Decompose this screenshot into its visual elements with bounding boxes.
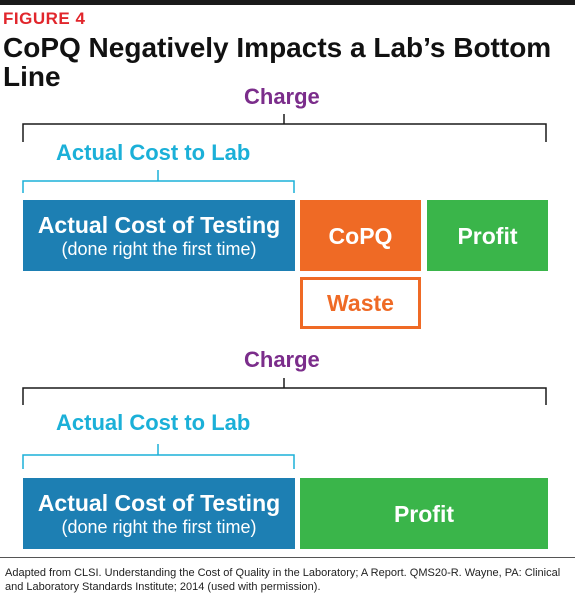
waste-label: Waste bbox=[327, 290, 394, 316]
actual-cost-to-lab-label-bottom: Actual Cost to Lab bbox=[56, 410, 251, 435]
profit-label-top: Profit bbox=[457, 222, 518, 249]
actual-cost-to-lab-label-top: Actual Cost to Lab bbox=[56, 140, 251, 165]
testing-box-title: Actual Cost of Testing bbox=[37, 211, 281, 238]
copq-box: CoPQ bbox=[300, 200, 421, 271]
acl-bracket-bottom bbox=[22, 454, 295, 469]
testing-box-title: Actual Cost of Testing bbox=[37, 489, 281, 516]
profit-box-top: Profit bbox=[427, 200, 548, 271]
footer-rule bbox=[0, 557, 575, 558]
actual-cost-of-testing-box-bottom: Actual Cost of Testing (done right the f… bbox=[23, 478, 295, 549]
source-note: Adapted from CLSI. Understanding the Cos… bbox=[5, 567, 561, 593]
acl-bracket-top bbox=[22, 180, 295, 193]
profit-label-bottom: Profit bbox=[393, 500, 455, 527]
figure-title: CoPQ Negatively Impacts a Lab’s Bottom L… bbox=[3, 32, 552, 92]
figure-label: FIGURE 4 bbox=[3, 9, 86, 28]
charge-label-bottom: Charge bbox=[244, 347, 320, 372]
copq-label: CoPQ bbox=[328, 222, 393, 249]
testing-box-subtitle: (done right the first time) bbox=[61, 516, 257, 537]
testing-box-subtitle: (done right the first time) bbox=[61, 238, 257, 259]
top-rule bbox=[0, 0, 575, 5]
actual-cost-of-testing-box-top: Actual Cost of Testing (done right the f… bbox=[23, 200, 295, 271]
waste-box: Waste bbox=[300, 277, 421, 329]
profit-box-bottom: Profit bbox=[300, 478, 548, 549]
charge-bracket-bottom bbox=[22, 387, 547, 405]
charge-label-top: Charge bbox=[244, 84, 320, 109]
